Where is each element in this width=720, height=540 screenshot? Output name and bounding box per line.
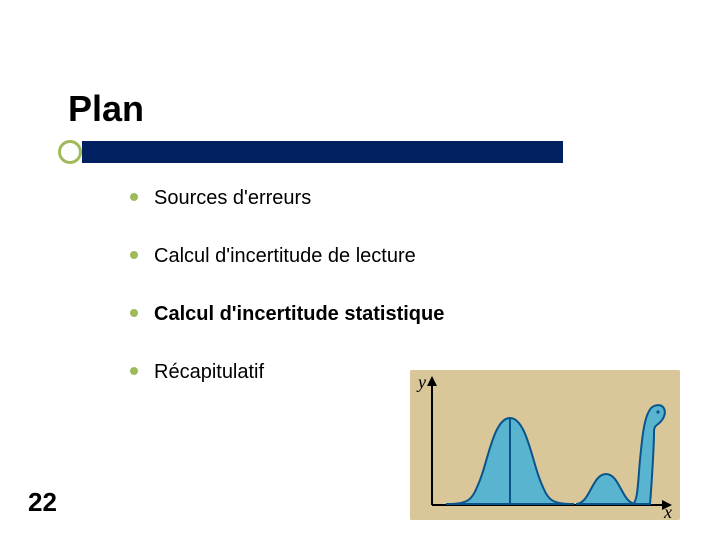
- slide: Plan Sources d'erreurs Calcul d'incertit…: [0, 0, 720, 540]
- bullet-icon: [130, 309, 138, 317]
- page-title: Plan: [68, 88, 144, 130]
- bullet-text: Récapitulatif: [154, 359, 264, 385]
- list-item: Calcul d'incertitude de lecture: [130, 243, 650, 269]
- decoration-circle: [58, 140, 82, 164]
- bullet-icon: [130, 367, 138, 375]
- x-axis-label: x: [663, 502, 672, 520]
- bullet-icon: [130, 193, 138, 201]
- list-item: Sources d'erreurs: [130, 185, 650, 211]
- decoration-bar: [82, 141, 563, 163]
- bullet-text: Calcul d'incertitude statistique: [154, 301, 444, 327]
- bullet-icon: [130, 251, 138, 259]
- title-decoration: [58, 140, 563, 164]
- curve-illustration: y x: [410, 370, 680, 520]
- list-item: Calcul d'incertitude statistique: [130, 301, 650, 327]
- illustration: y x: [410, 370, 680, 520]
- bullet-text: Sources d'erreurs: [154, 185, 311, 211]
- y-axis-label: y: [416, 372, 426, 392]
- page-number: 22: [28, 487, 57, 518]
- bullet-text: Calcul d'incertitude de lecture: [154, 243, 416, 269]
